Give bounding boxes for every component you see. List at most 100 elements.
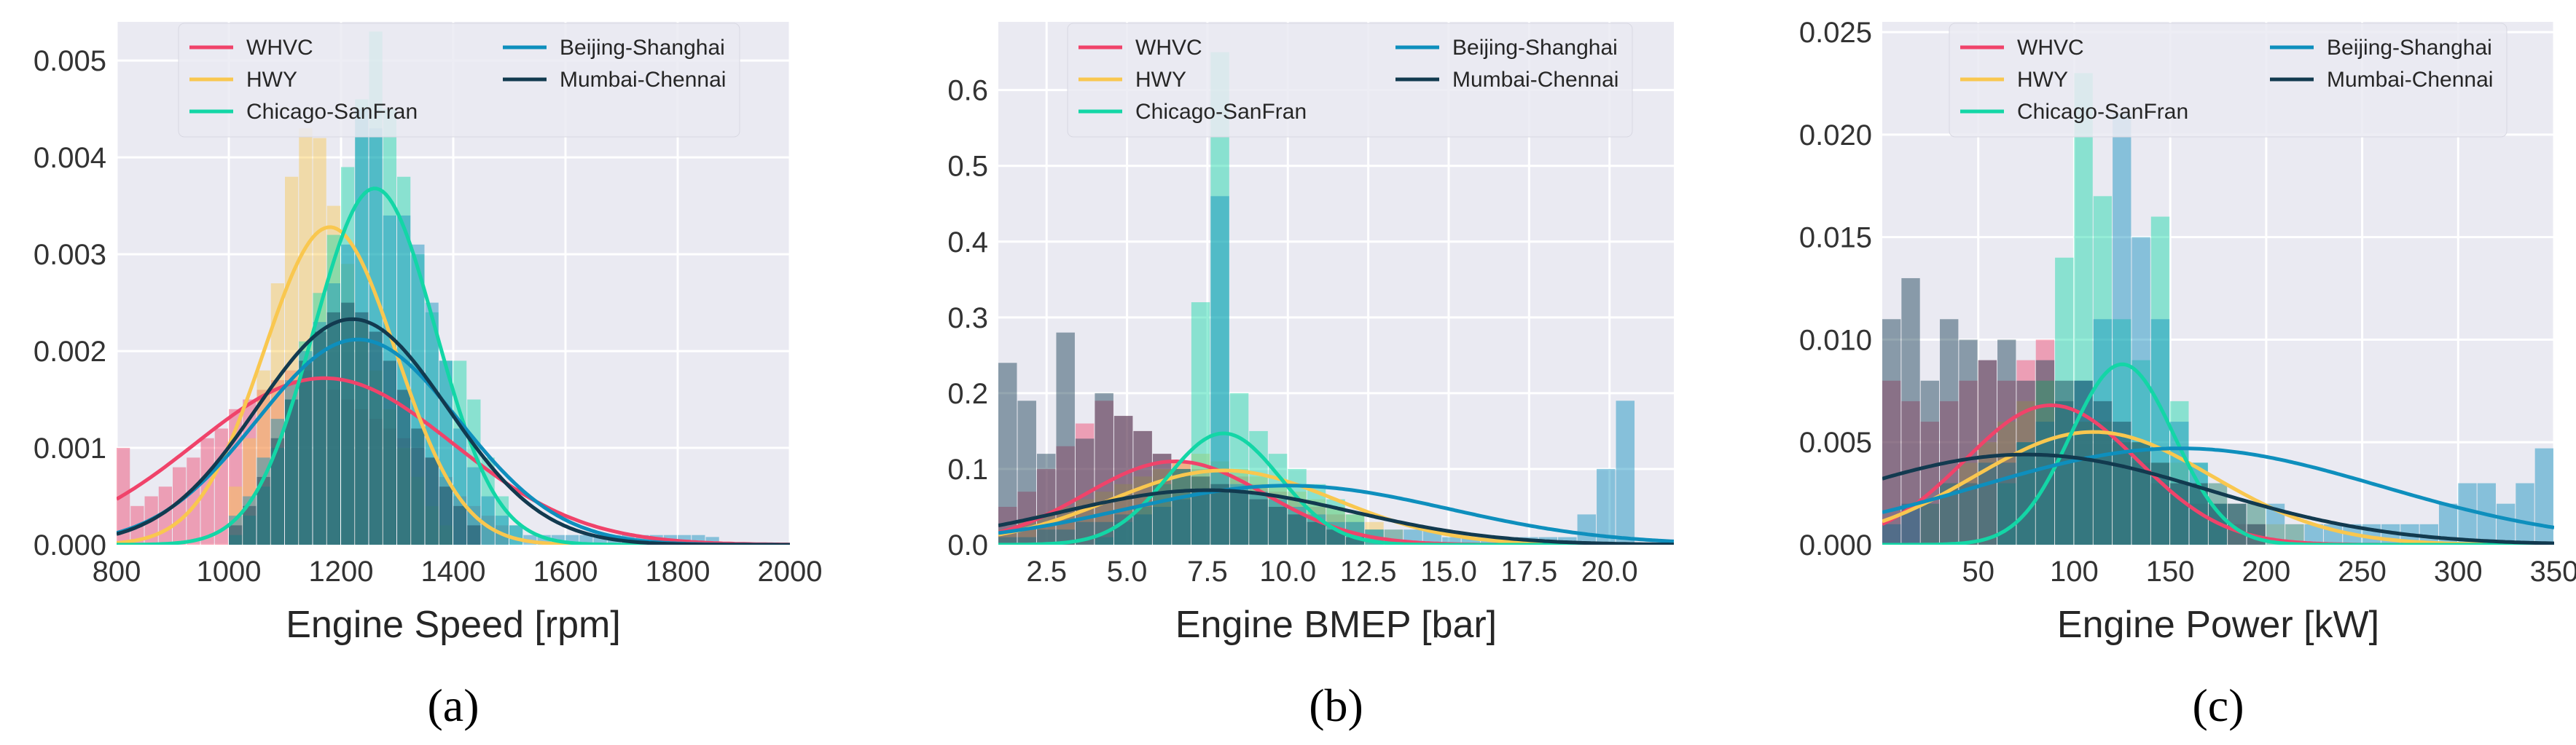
y-tick-label: 0.005: [34, 45, 106, 77]
y-tick-label: 0.003: [34, 239, 106, 271]
hist-bar: [2131, 462, 2150, 545]
legend-label: Chicago-SanFran: [1135, 100, 1307, 124]
y-tick-label: 0.005: [1799, 427, 1872, 459]
x-tick-label: 17.5: [1500, 556, 1557, 588]
kde-curve: [1882, 452, 2554, 545]
y-tick-label: 0.025: [1799, 17, 1872, 49]
kde-curve: [117, 376, 790, 545]
legend-label: HWY: [246, 68, 297, 92]
hist-bar: [355, 312, 369, 545]
hist-bar: [2113, 422, 2131, 545]
hist-bar: [1307, 521, 1326, 545]
x-tick-label: 1400: [421, 556, 486, 588]
hist-bar: [1249, 499, 1268, 545]
hist-bar: [369, 370, 383, 545]
hist-bar: [1959, 483, 1978, 545]
hist-bar: [299, 370, 313, 545]
x-tick-label: 5.0: [1107, 556, 1148, 588]
plot-area: [1882, 73, 2554, 545]
hist-bar: [2516, 483, 2534, 545]
legend-box: [178, 23, 740, 138]
x-tick-label: 300: [2434, 556, 2483, 588]
y-tick-label: 0.015: [1799, 222, 1872, 254]
x-tick-label: 100: [2050, 556, 2099, 588]
x-axis-label: Engine BMEP [bar]: [1175, 604, 1497, 646]
hist-bar: [1978, 360, 1997, 545]
hist-bar: [2150, 483, 2170, 545]
kde-curve: [1882, 362, 2554, 545]
hist-bar: [270, 438, 284, 545]
hist-bar: [411, 428, 425, 545]
hist-bar: [1133, 514, 1152, 545]
legend-label: WHVC: [2017, 36, 2084, 60]
hist-bar: [2055, 401, 2074, 545]
hist-bar: [1095, 393, 1113, 545]
hist-bar: [270, 379, 284, 545]
hist-bar: [1940, 319, 1959, 545]
hist-bar: [2074, 422, 2093, 545]
hist-bar: [425, 457, 439, 545]
hist-bar: [299, 128, 313, 545]
hist-bar: [2150, 216, 2170, 545]
hist-bar: [1036, 454, 1056, 545]
hist-bar: [2016, 442, 2035, 545]
hist-bar: [1268, 506, 1288, 545]
legend: WHVC HWY Chicago-SanFran Beijing-Shanghai Mu…: [1949, 23, 2508, 138]
y-tick-label: 0.4: [947, 226, 988, 259]
hist-bar: [341, 167, 355, 545]
legend: WHVC HWY Chicago-SanFran Beijing-Shanghai Mu…: [178, 23, 740, 138]
chart-panel-3: 50 100 150 200 250 300 350 0.000 0.005 0.010 0.015…: [1799, 17, 2576, 731]
hist-bar: [383, 428, 396, 545]
hist-bar: [326, 312, 340, 545]
hist-bar: [1978, 442, 1997, 545]
hist-bar: [2534, 448, 2553, 545]
hist-bar: [355, 322, 369, 545]
hist-bar: [1095, 401, 1113, 545]
hist-bar: [467, 467, 481, 545]
x-tick-label: 150: [2146, 556, 2195, 588]
x-tick-label: 20.0: [1581, 556, 1638, 588]
hist-bar: [299, 351, 313, 545]
x-tick-label: 350: [2530, 556, 2576, 588]
hist-bar: [1172, 499, 1191, 545]
legend-label: HWY: [1135, 68, 1186, 92]
y-tick-label: 0.000: [34, 529, 106, 561]
x-tick-label: 1800: [646, 556, 710, 588]
hist-bar: [341, 399, 355, 545]
kde-curve: [998, 484, 1674, 543]
legend-label: Chicago-SanFran: [246, 100, 418, 124]
hist-bar: [439, 476, 453, 545]
x-tick-label: 50: [1962, 556, 1994, 588]
hist-bar: [1229, 484, 1249, 545]
hist-bar: [1210, 196, 1229, 545]
hist-bar: [2131, 237, 2150, 545]
legend-box: [1067, 23, 1633, 138]
hist-bar: [439, 525, 453, 545]
hist-bar: [2170, 401, 2189, 545]
hist-bar: [1959, 339, 1978, 545]
hist-bar: [1210, 484, 1229, 545]
hist-bar: [2074, 73, 2093, 545]
hist-bar: [2035, 360, 2055, 545]
x-tick-label: 15.0: [1420, 556, 1477, 588]
hist-bar: [2113, 319, 2131, 545]
legend: WHVC HWY Chicago-SanFran Beijing-Shanghai Mu…: [1067, 23, 1633, 138]
hist-bar: [1597, 468, 1616, 545]
y-tick-label: 0.6: [947, 75, 988, 107]
hist-bar: [2113, 442, 2131, 545]
hist-bar: [2055, 401, 2074, 545]
x-tick-label: 2.5: [1026, 556, 1067, 588]
hist-bar: [369, 128, 383, 545]
hist-bar: [1075, 423, 1095, 545]
hist-bar: [1056, 446, 1075, 545]
hist-bar: [1249, 492, 1268, 545]
legend-label: Beijing-Shanghai: [1452, 36, 1618, 60]
x-axis-label: Engine Power [kW]: [2057, 604, 2379, 646]
hist-bar: [1882, 524, 1901, 545]
hist-bar: [383, 109, 396, 545]
hist-bar: [257, 390, 270, 545]
hist-bar: [705, 537, 719, 545]
hist-bar: [411, 476, 425, 545]
hist-bar: [229, 535, 243, 545]
hist-bar: [397, 448, 411, 545]
